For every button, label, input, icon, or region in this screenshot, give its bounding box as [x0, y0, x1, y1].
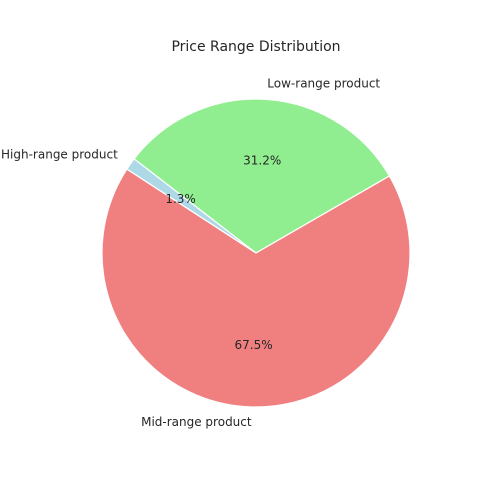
pie-slice-mid-range-product — [101, 168, 411, 408]
pie-slices — [101, 98, 411, 408]
pie-slice-low-range-product — [133, 98, 390, 254]
slice-percentage-label: 1.3% — [165, 192, 196, 206]
chart-title: Price Range Distribution — [171, 39, 340, 55]
slice-percentage-label: 31.2% — [243, 153, 281, 167]
slice-label: Low-range product — [267, 77, 380, 91]
slice-percentage-label: 67.5% — [235, 338, 273, 352]
pie-labels: Low-range product 31.2% High-range product… — [1, 77, 380, 429]
slice-label: Mid-range product — [141, 415, 252, 429]
slice-label: High-range product — [1, 148, 118, 162]
